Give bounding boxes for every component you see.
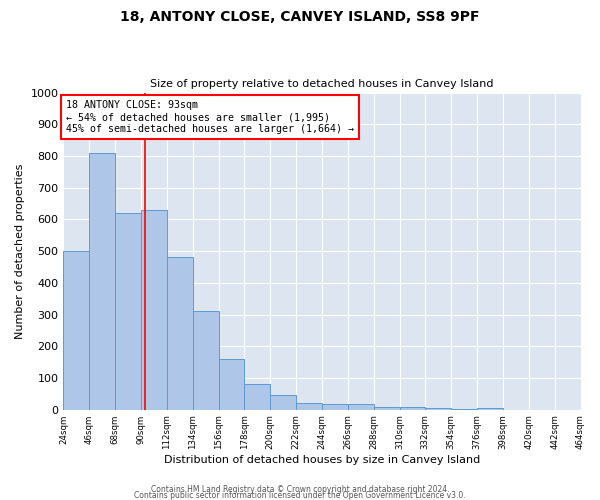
Bar (244, 384, 270, 409)
Bar (141, 210, 167, 410)
Bar (296, 402, 322, 409)
Y-axis label: Number of detached properties: Number of detached properties (15, 164, 25, 339)
Bar (115, 213, 141, 410)
Bar (322, 404, 348, 409)
Bar (374, 407, 400, 410)
Bar (270, 396, 296, 409)
Bar (218, 359, 244, 410)
X-axis label: Distribution of detached houses by size in Canvey Island: Distribution of detached houses by size … (164, 455, 480, 465)
Bar (425, 408, 451, 410)
Bar (89, 153, 115, 409)
Bar (477, 408, 503, 410)
Text: Contains HM Land Registry data © Crown copyright and database right 2024.: Contains HM Land Registry data © Crown c… (151, 484, 449, 494)
Bar (193, 312, 218, 410)
Bar (167, 258, 193, 410)
Bar (400, 407, 425, 410)
Bar (348, 404, 374, 409)
Bar (451, 409, 477, 410)
Bar (64, 251, 89, 410)
Text: 18 ANTONY CLOSE: 93sqm
← 54% of detached houses are smaller (1,995)
45% of semi-: 18 ANTONY CLOSE: 93sqm ← 54% of detached… (66, 100, 354, 134)
Title: Size of property relative to detached houses in Canvey Island: Size of property relative to detached ho… (150, 79, 494, 89)
Text: Contains public sector information licensed under the Open Government Licence v3: Contains public sector information licen… (134, 490, 466, 500)
Text: 18, ANTONY CLOSE, CANVEY ISLAND, SS8 9PF: 18, ANTONY CLOSE, CANVEY ISLAND, SS8 9PF (120, 10, 480, 24)
